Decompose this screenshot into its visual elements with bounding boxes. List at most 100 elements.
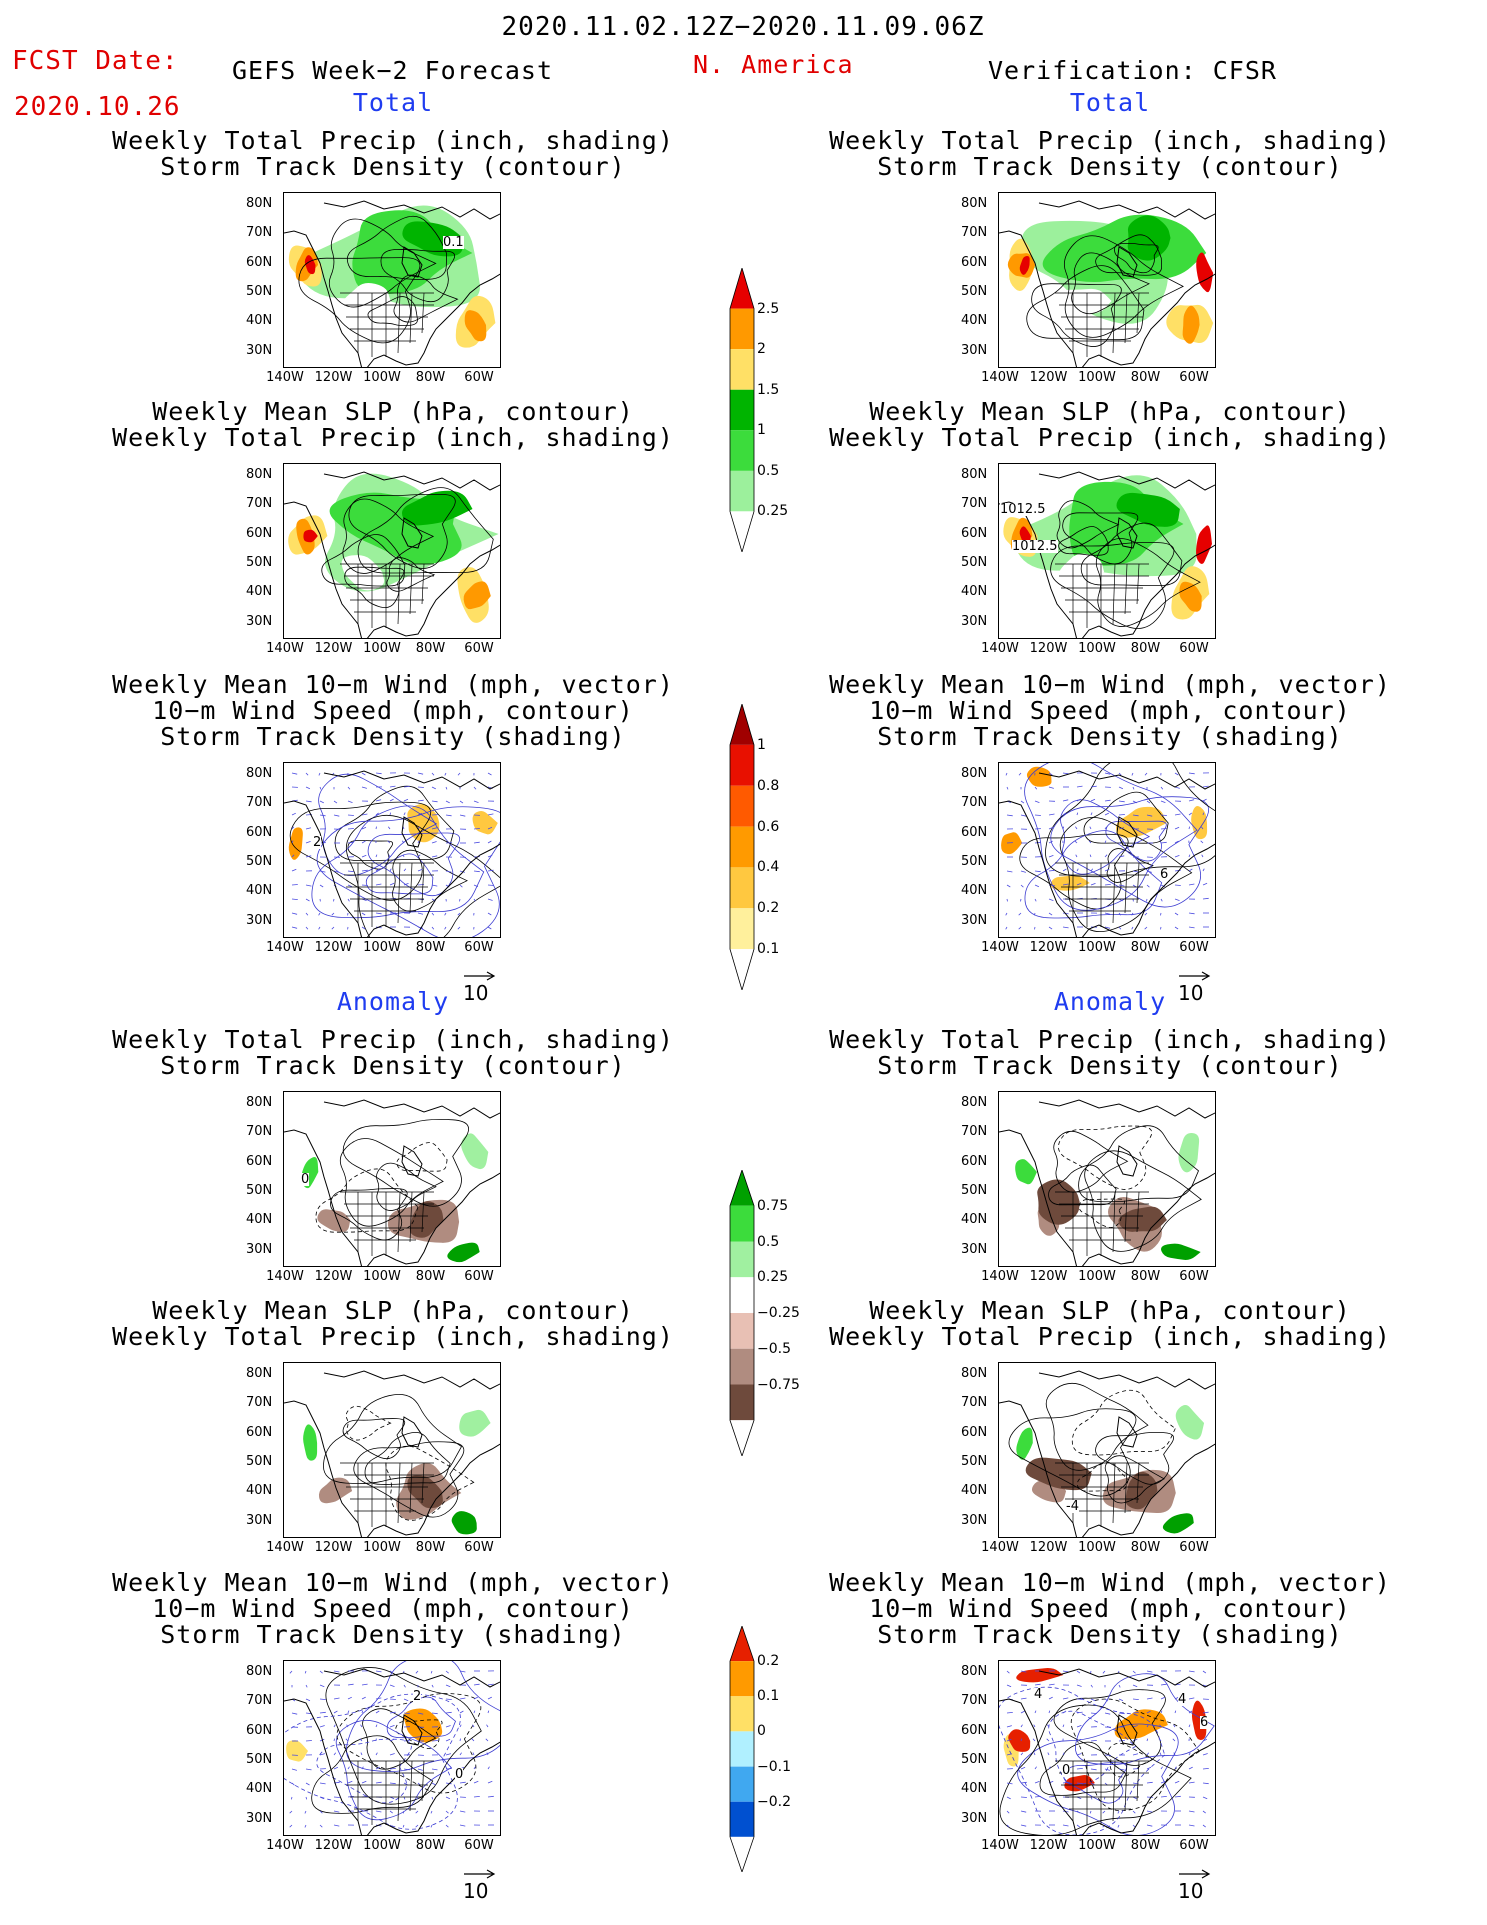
lon-label: 80W [415,641,446,656]
wind-vector [487,1710,490,1714]
wind-vector [1048,869,1055,872]
lat-label: 50N [246,283,273,299]
wind-vector [459,1697,466,1700]
contour-line [1062,512,1139,565]
wind-vector [1076,1810,1081,1814]
wind-vector [431,884,438,887]
wind-vector [403,1796,406,1800]
wind-vector [319,1670,323,1674]
colorbar-segment [730,1801,754,1837]
wind-vector [1104,1712,1111,1715]
wind-vector [1132,1684,1138,1688]
wind-vector [431,772,435,776]
colorbar-segment [730,785,754,827]
vector-arrow [464,1869,496,1879]
wind-vector [431,855,438,858]
wind-vector [291,912,298,915]
wind-vector [1018,772,1022,776]
wind-vector [473,828,480,830]
vector-reference-label: 10 [463,1879,489,1903]
wind-vector [487,912,492,916]
wind-vector [375,1670,382,1673]
wind-vector [389,785,396,788]
wind-vector [444,912,447,916]
wind-vector [1074,840,1078,844]
wind-vector [1062,883,1069,886]
map-svg [284,471,500,638]
wind-vector [431,1768,438,1771]
lon-label: 80W [415,370,446,385]
wind-vector [1048,826,1054,830]
wind-vector [347,786,351,790]
wind-vector [1146,800,1151,804]
colorbar-segment [730,1205,754,1242]
wind-vector [361,813,368,816]
panel-title-line: Weekly Total Precip (inch, shading) [112,126,674,155]
wind-vector [417,1712,424,1715]
precip-anom-shade [1025,1457,1092,1491]
wind-vector [445,1698,452,1700]
wind-vector [444,926,447,930]
wind-vector [375,799,382,802]
wind-vector [1104,912,1111,915]
state-borders [340,1462,434,1527]
wind-vector [1034,1781,1040,1784]
contour-line [346,1661,500,1772]
contour-line [1071,1389,1176,1456]
wind-vector [333,1824,340,1827]
precip-anom-shade [1162,1513,1194,1534]
colorbar-segment [730,349,754,390]
colorbar-label: 0.2 [757,900,780,917]
wind-vector [1160,1710,1163,1714]
wind-vector [361,826,367,830]
contour-line [346,814,500,937]
wind-vector [1160,800,1166,803]
colorbar-label: 0.1 [757,1688,780,1705]
wind-vector [333,1710,338,1714]
wind-vector [1034,800,1040,803]
wind-vector [333,1766,339,1770]
wind-vector [1146,1824,1153,1827]
lon-label: 100W [1078,370,1116,385]
wind-vector [361,854,367,858]
wind-vector [1118,926,1122,930]
wind-vector [291,1768,298,1771]
lon-label: 60W [464,940,494,955]
panel-title-line: Weekly Total Precip (inch, shading) [112,1322,674,1351]
wind-vector [1202,812,1205,816]
lat-label: 60N [246,1722,273,1738]
wind-vector [1202,1768,1209,1770]
wind-vector [1032,1738,1036,1742]
coastline [284,471,500,638]
wind-vector [1146,1670,1153,1673]
vector-reference: 10 [1178,1865,1212,1903]
contour-line [1056,500,1120,549]
wind-vector [459,898,461,902]
contour-line [1048,1710,1137,1785]
coastline [284,770,500,937]
wind-vector [417,812,423,816]
wind-vector [291,1712,298,1715]
wind-vector [415,1824,419,1828]
wind-vector [319,786,322,790]
wind-vector [1062,868,1067,872]
wind-vector [304,1670,307,1674]
wind-vector [1104,772,1111,775]
lat-label: 40N [961,584,988,600]
coastline [284,200,500,367]
lat-label: 60N [961,1722,988,1738]
lon-label: 140W [266,1540,304,1555]
wind-vector [431,800,438,803]
wind-vector [445,786,448,790]
wind-vector [1020,884,1024,888]
lon-label: 60W [464,370,494,385]
contour-line [1017,1723,1179,1835]
map-svg [284,200,500,367]
section-anomaly-left: Anomaly [336,987,450,1016]
lon-label: 80W [415,1540,446,1555]
period-title: 2020.11.02.12Z−2020.11.09.06Z [501,12,985,42]
colorbar-svg [729,702,755,992]
wind-vector [1118,884,1125,887]
wind-vector [487,1795,494,1798]
wind-vector [1062,1752,1065,1756]
